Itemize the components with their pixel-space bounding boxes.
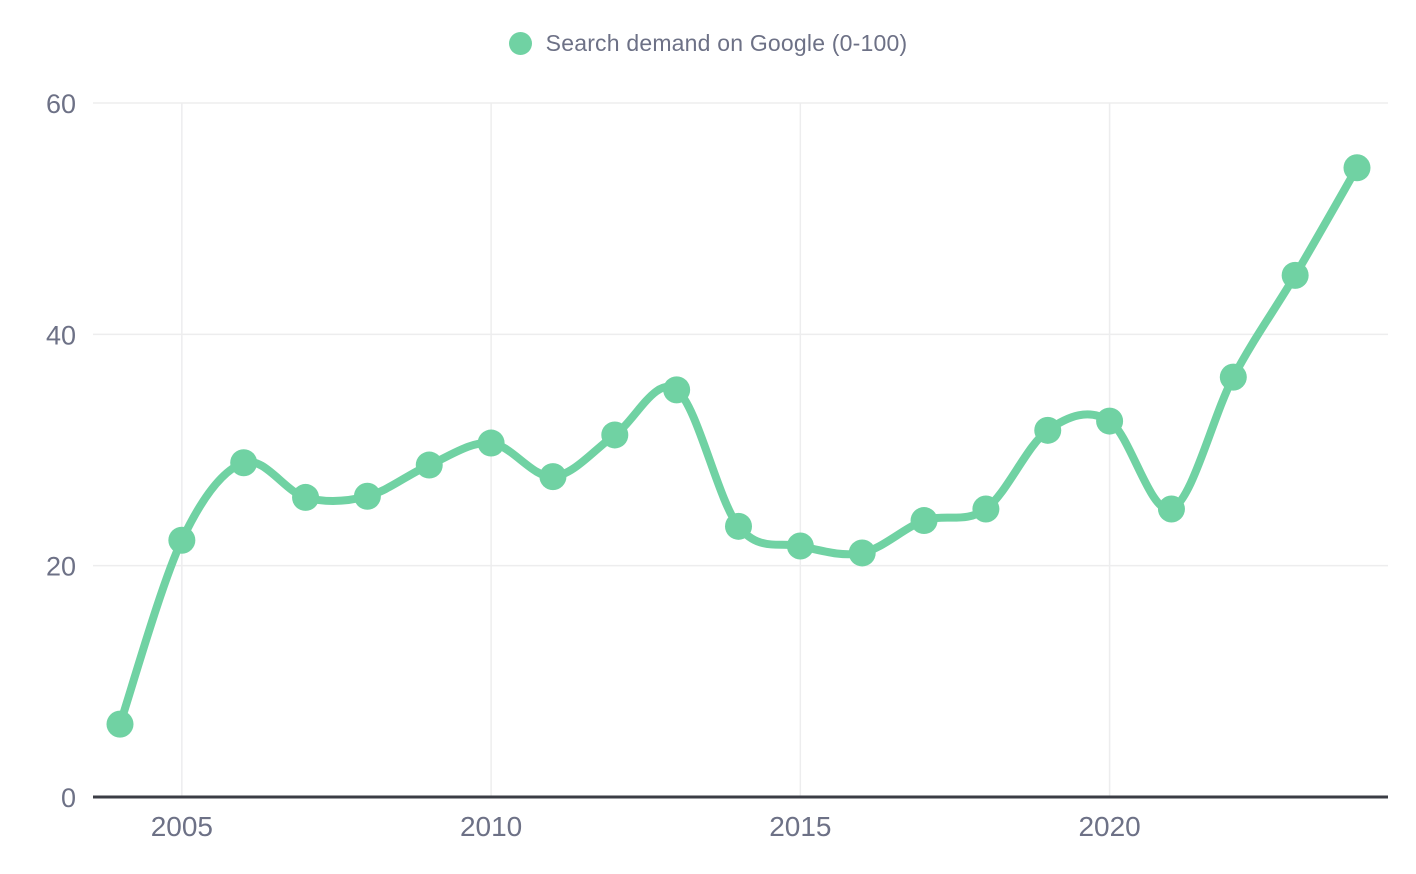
data-point <box>1343 154 1371 182</box>
x-tick-label: 2010 <box>460 811 522 842</box>
data-point <box>601 421 629 449</box>
y-tick-label: 40 <box>46 320 76 350</box>
y-tick-label: 0 <box>61 783 76 813</box>
y-tick-label: 20 <box>46 552 76 582</box>
chart-legend[interactable]: Search demand on Google (0-100) <box>0 30 1416 57</box>
data-point <box>1219 363 1247 391</box>
x-tick-label: 2020 <box>1078 811 1140 842</box>
data-point <box>972 495 1000 523</box>
x-tick-label: 2015 <box>769 811 831 842</box>
data-point <box>230 449 258 477</box>
data-point <box>1281 261 1309 289</box>
data-point <box>1157 495 1185 523</box>
x-tick-label: 2005 <box>151 811 213 842</box>
data-point <box>848 539 876 567</box>
data-point <box>168 526 196 554</box>
series-line <box>116 163 1361 729</box>
data-point <box>539 463 567 491</box>
data-point <box>353 482 381 510</box>
data-point <box>910 507 938 535</box>
data-point <box>477 429 505 457</box>
data-point <box>1096 407 1124 435</box>
data-point <box>106 710 134 738</box>
data-point <box>786 532 814 560</box>
y-tick-label: 60 <box>46 89 76 119</box>
legend-marker-icon <box>508 32 532 55</box>
legend-label: Search demand on Google (0-100) <box>545 30 908 56</box>
data-point <box>725 512 752 540</box>
data-point <box>292 483 320 511</box>
data-point <box>1034 416 1062 444</box>
data-point <box>663 376 691 404</box>
data-point <box>415 451 443 479</box>
